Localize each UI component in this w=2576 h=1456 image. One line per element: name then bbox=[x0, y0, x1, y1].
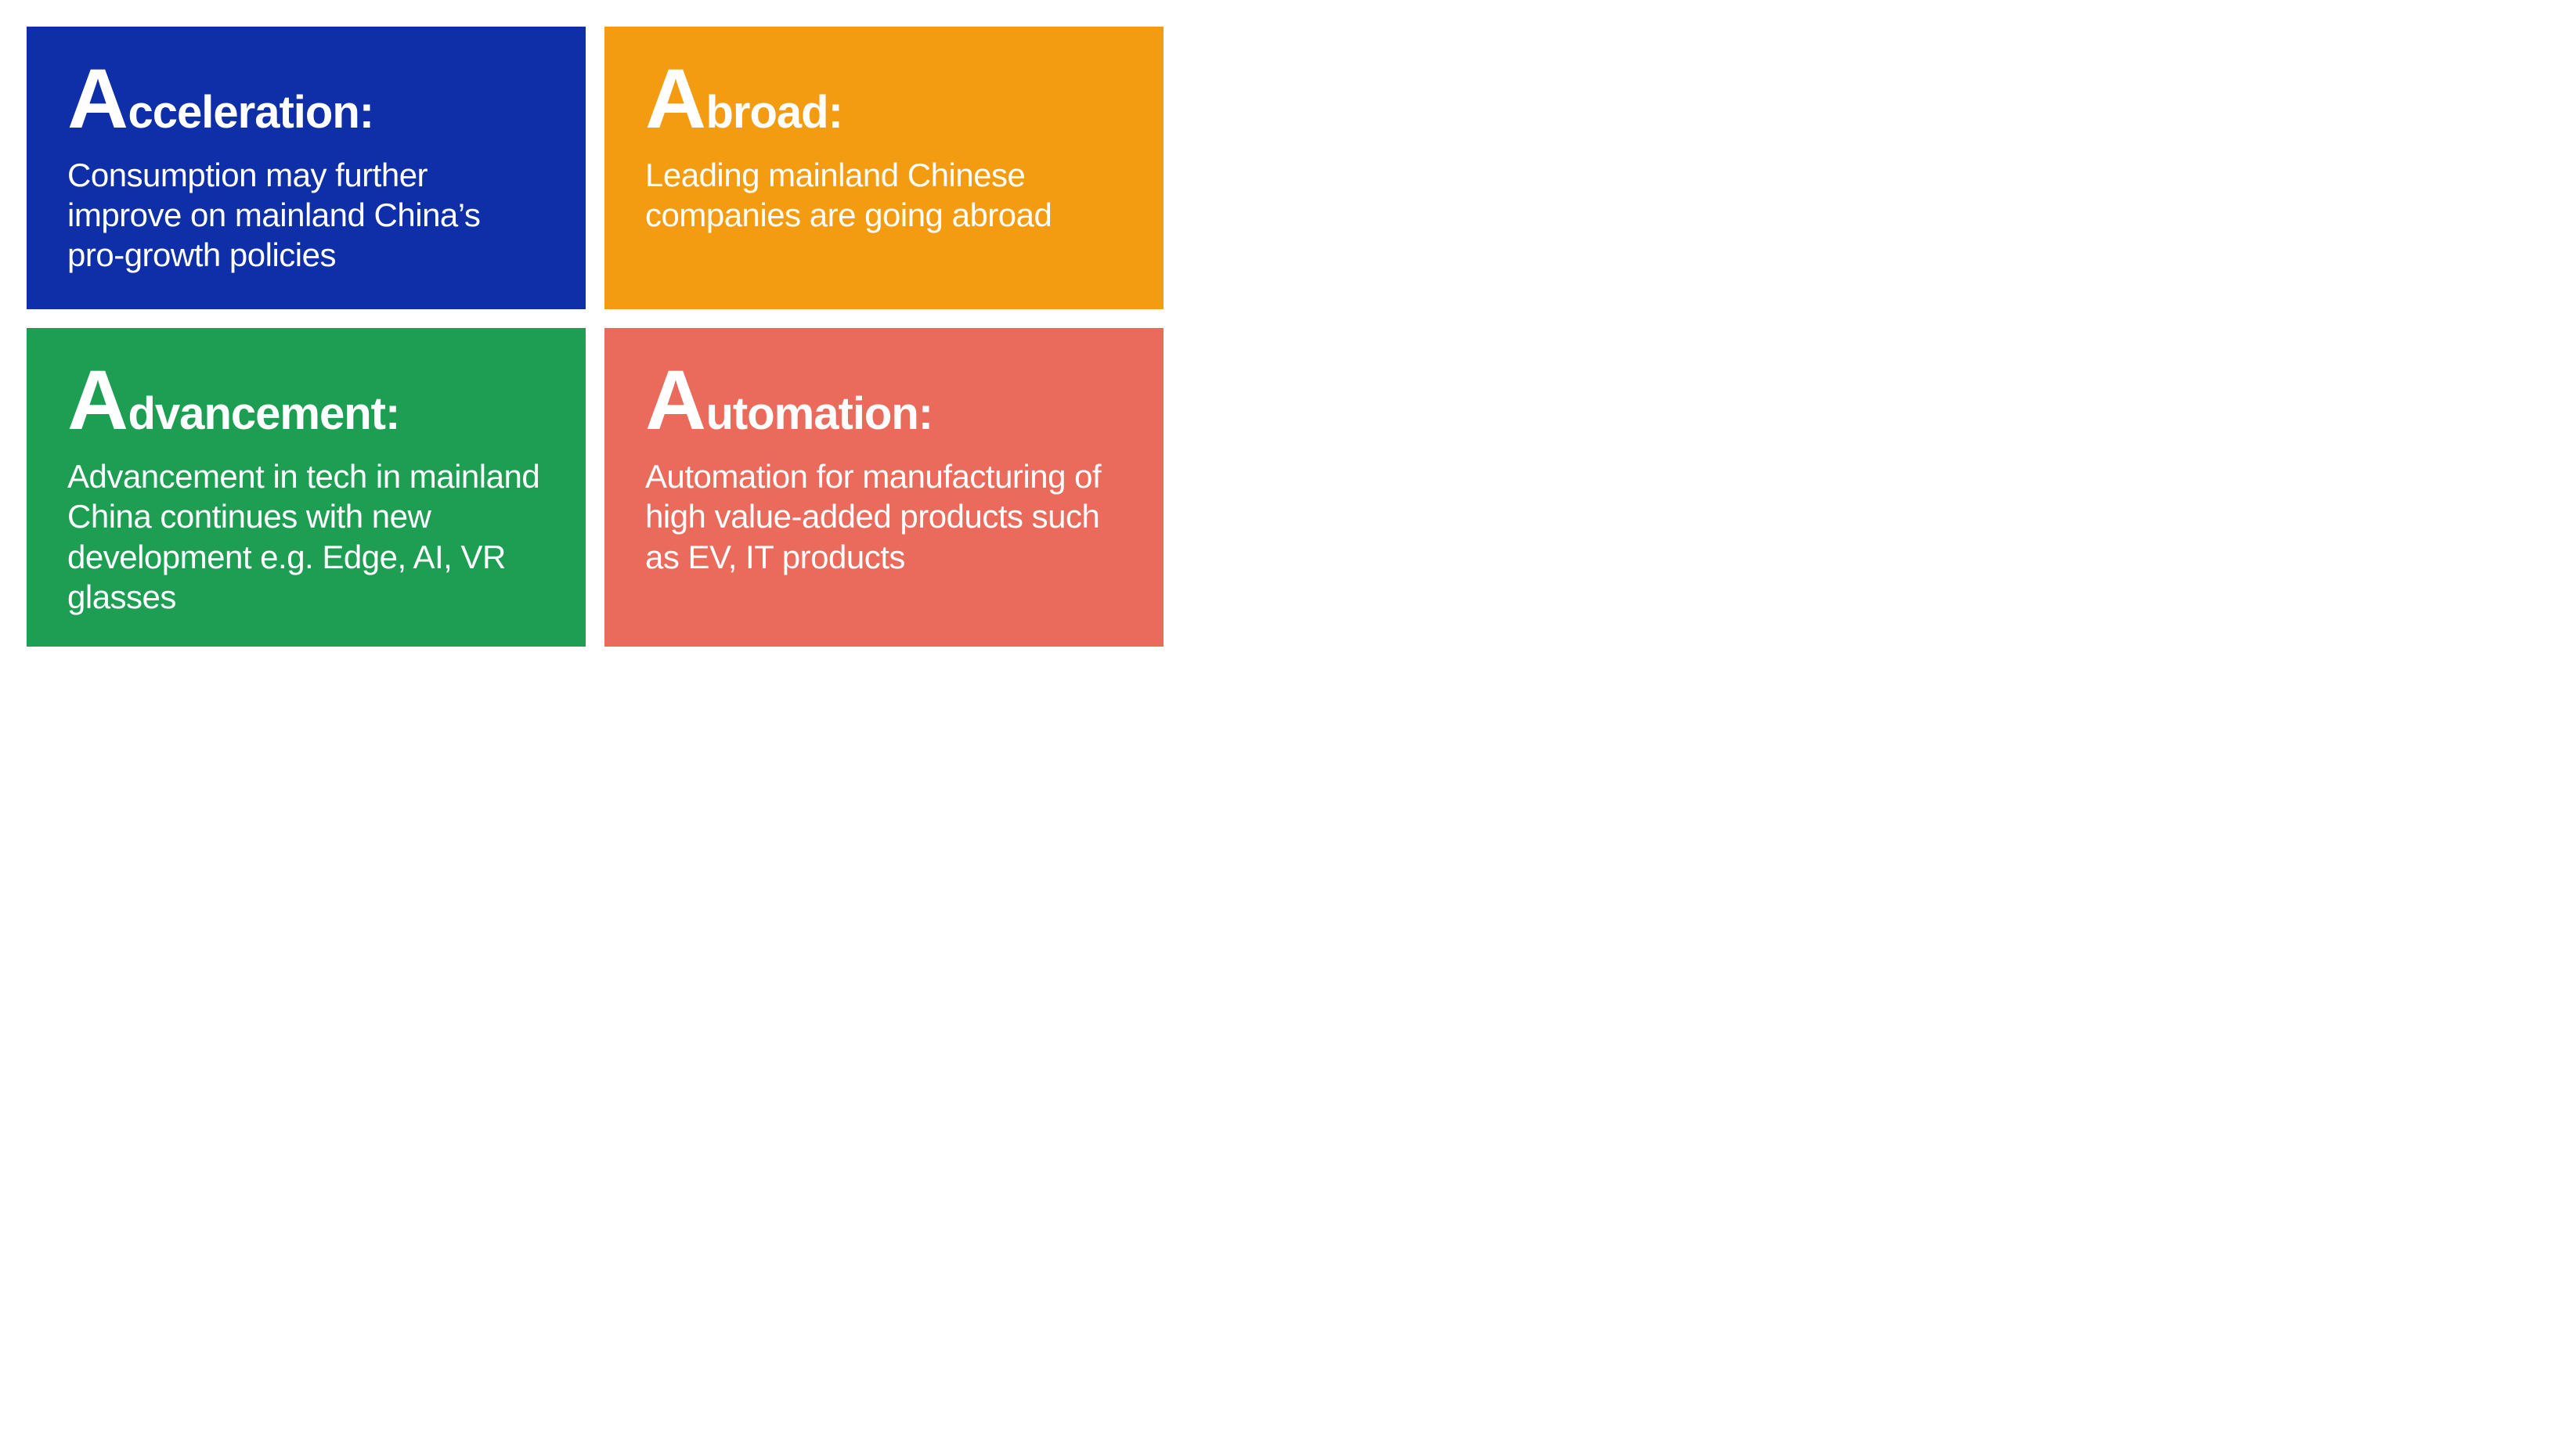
card-title: Abroad: bbox=[645, 56, 1123, 141]
title-initial: A bbox=[67, 358, 128, 442]
title-initial: A bbox=[645, 358, 706, 442]
title-rest: broad: bbox=[706, 87, 842, 138]
title-initial: A bbox=[645, 56, 706, 141]
card-description: Automation for manufacturing of high val… bbox=[645, 456, 1123, 577]
title-initial: A bbox=[67, 56, 128, 141]
card-abroad: Abroad: Leading mainland Chinese compani… bbox=[604, 27, 1164, 309]
card-title: Automation: bbox=[645, 358, 1123, 442]
card-acceleration: Acceleration: Consumption may further im… bbox=[27, 27, 586, 309]
card-title: Acceleration: bbox=[67, 56, 545, 141]
card-description: Leading mainland Chinese companies are g… bbox=[645, 155, 1123, 235]
four-a-grid: Acceleration: Consumption may further im… bbox=[0, 0, 1190, 673]
card-description: Advancement in tech in mainland China co… bbox=[67, 456, 545, 617]
title-rest: dvancement: bbox=[128, 388, 400, 439]
card-automation: Automation: Automation for manufacturing… bbox=[604, 328, 1164, 647]
card-description: Consumption may further improve on mainl… bbox=[67, 155, 545, 276]
card-advancement: Advancement: Advancement in tech in main… bbox=[27, 328, 586, 647]
title-rest: cceleration: bbox=[128, 87, 374, 138]
title-rest: utomation: bbox=[706, 388, 933, 439]
card-title: Advancement: bbox=[67, 358, 545, 442]
